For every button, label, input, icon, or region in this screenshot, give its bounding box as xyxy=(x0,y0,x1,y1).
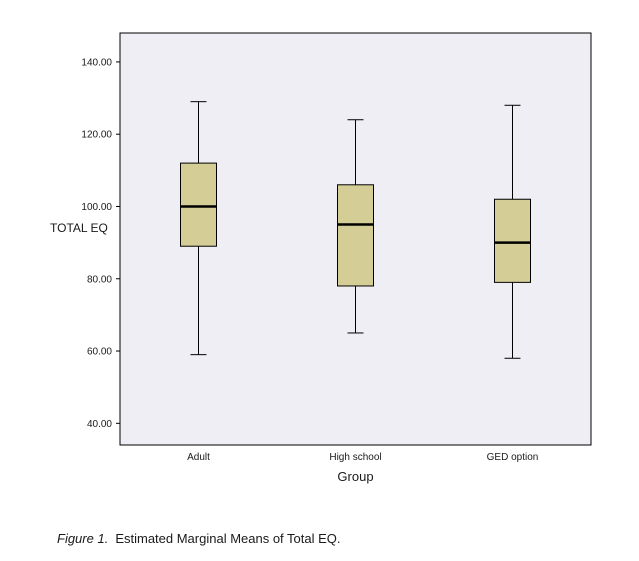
figure-caption-text: Estimated Marginal Means of Total EQ. xyxy=(115,531,341,546)
x-tick-label: Adult xyxy=(187,452,210,463)
x-tick-label: High school xyxy=(329,452,381,463)
x-axis-label: Group xyxy=(337,469,374,484)
x-tick-label: GED option xyxy=(487,452,539,463)
box-0 xyxy=(180,162,217,247)
y-tick-label: 40.00 xyxy=(87,419,112,430)
figure-caption: Figure 1. Estimated Marginal Means of Tot… xyxy=(57,531,341,546)
figure-caption-label: Figure 1. xyxy=(57,531,109,546)
y-tick-label: 60.00 xyxy=(87,347,112,358)
boxplot-svg: 40.00 60.00 80.00 100.00 120.00 140.00 Adult Hi… xyxy=(81,32,592,463)
y-tick-label: 80.00 xyxy=(87,274,112,285)
box-1 xyxy=(337,184,374,287)
y-tick-label: 120.00 xyxy=(81,130,112,141)
box-2 xyxy=(494,198,531,283)
y-axis-label: TOTAL EQ xyxy=(50,221,108,235)
y-tick-label: 140.00 xyxy=(81,57,112,68)
y-tick-label: 100.00 xyxy=(81,202,112,213)
